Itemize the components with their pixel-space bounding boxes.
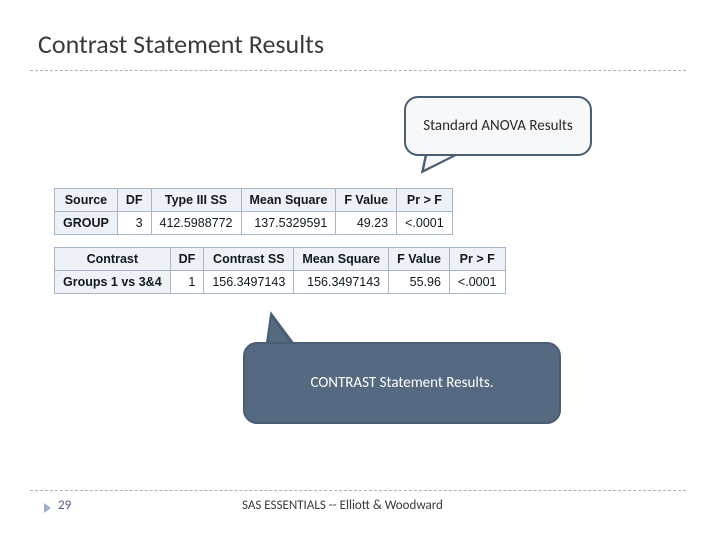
tables-container: Source DF Type III SS Mean Square F Valu… xyxy=(54,188,544,306)
col-df: DF xyxy=(117,189,151,212)
col-contrast: Contrast xyxy=(55,248,171,271)
cell-f: 55.96 xyxy=(389,271,450,294)
contrast-table: Contrast DF Contrast SS Mean Square F Va… xyxy=(54,247,506,294)
table-header-row: Contrast DF Contrast SS Mean Square F Va… xyxy=(55,248,506,271)
footer-text: SAS ESSENTIALS -- Elliott & Woodward xyxy=(242,498,443,513)
cell-p: <.0001 xyxy=(397,212,453,235)
cell-p: <.0001 xyxy=(449,271,505,294)
cell-df: 1 xyxy=(170,271,204,294)
page-marker-icon xyxy=(44,503,51,513)
table-row: Groups 1 vs 3&4 1 156.3497143 156.349714… xyxy=(55,271,506,294)
col-prf: Pr > F xyxy=(449,248,505,271)
slide-title: Contrast Statement Results xyxy=(38,28,324,60)
table-header-row: Source DF Type III SS Mean Square F Valu… xyxy=(55,189,453,212)
cell-ss: 412.5988772 xyxy=(151,212,241,235)
cell-f: 49.23 xyxy=(336,212,397,235)
col-df: DF xyxy=(170,248,204,271)
cell-ss: 156.3497143 xyxy=(204,271,294,294)
callout-standard-anova: Standard ANOVA Results xyxy=(404,96,592,156)
cell-df: 3 xyxy=(117,212,151,235)
cell-contrast: Groups 1 vs 3&4 xyxy=(55,271,171,294)
cell-source: GROUP xyxy=(55,212,118,235)
cell-ms: 137.5329591 xyxy=(241,212,336,235)
table-row: GROUP 3 412.5988772 137.5329591 49.23 <.… xyxy=(55,212,453,235)
col-fvalue: F Value xyxy=(336,189,397,212)
cell-ms: 156.3497143 xyxy=(294,271,389,294)
anova-table: Source DF Type III SS Mean Square F Valu… xyxy=(54,188,453,235)
col-source: Source xyxy=(55,189,118,212)
callout-contrast-results: CONTRAST Statement Results. xyxy=(243,342,561,424)
col-type3ss: Type III SS xyxy=(151,189,241,212)
page-number: 29 xyxy=(58,498,71,513)
title-divider xyxy=(30,70,686,71)
col-prf: Pr > F xyxy=(397,189,453,212)
col-meansq: Mean Square xyxy=(294,248,389,271)
col-contrastss: Contrast SS xyxy=(204,248,294,271)
col-fvalue: F Value xyxy=(389,248,450,271)
footer-divider xyxy=(30,490,686,491)
col-meansq: Mean Square xyxy=(241,189,336,212)
